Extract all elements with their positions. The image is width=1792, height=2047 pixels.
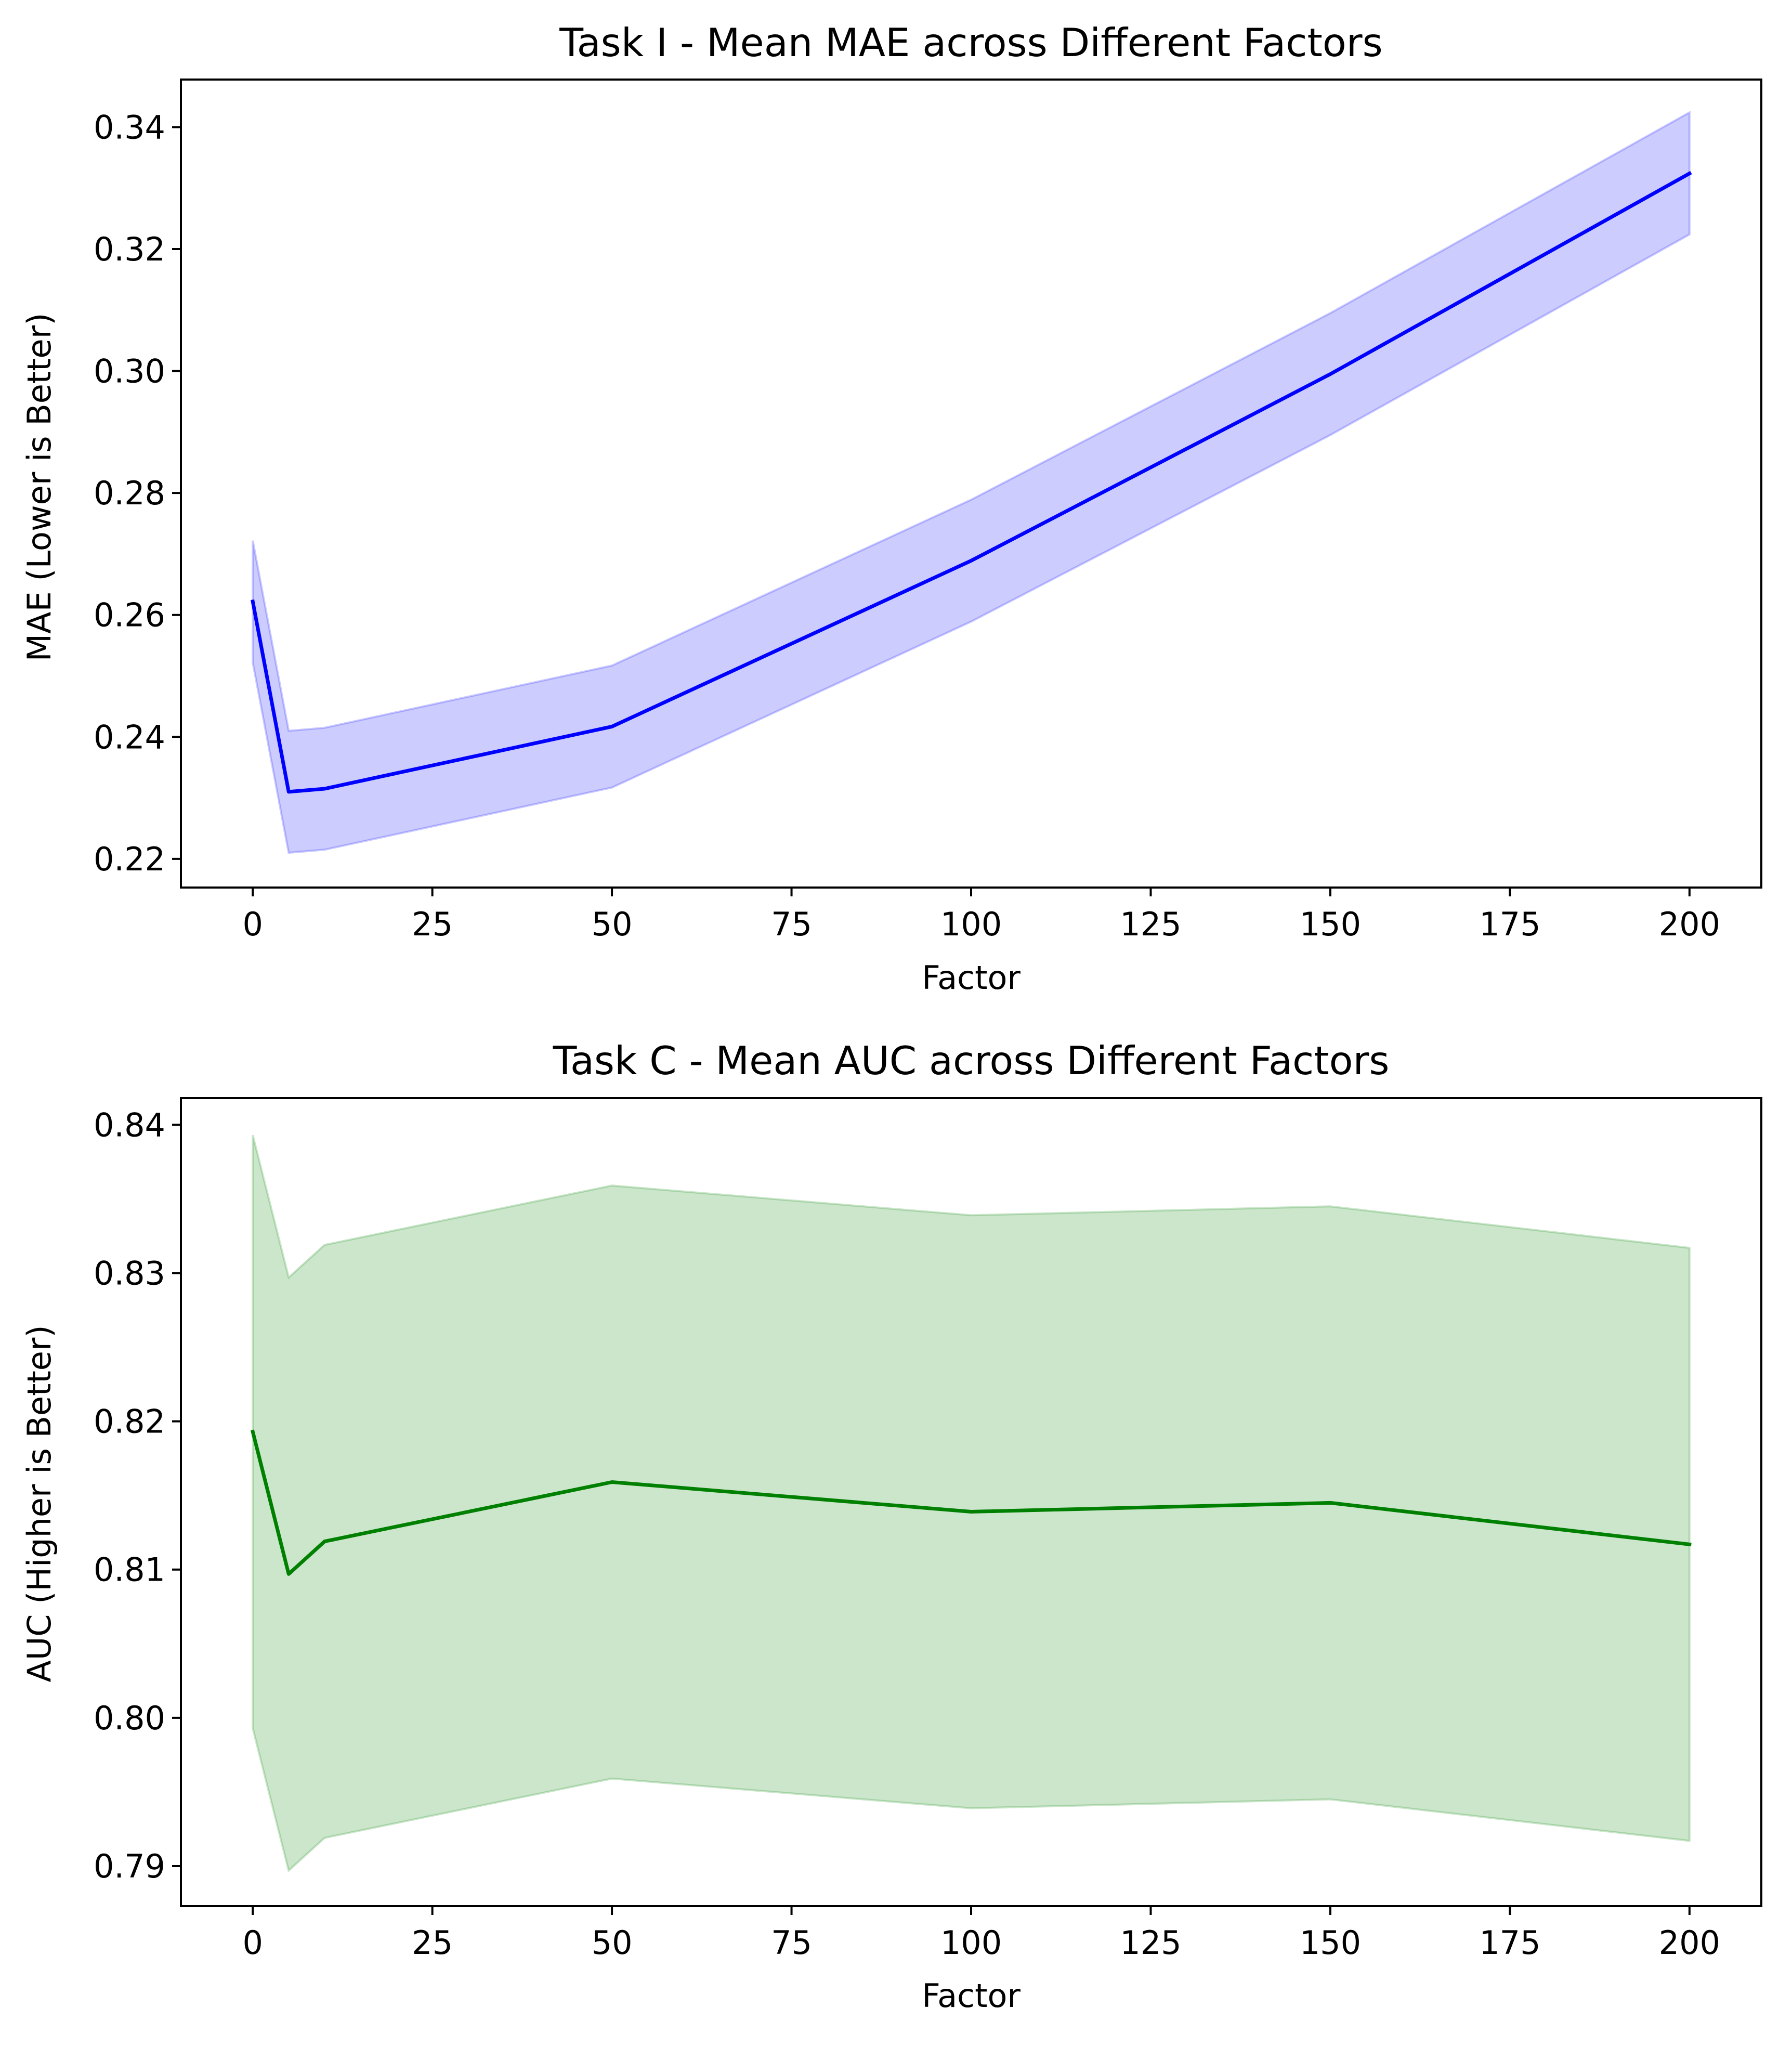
y-tick-label: 0.82 bbox=[94, 1403, 165, 1441]
y-tick-label: 0.30 bbox=[94, 353, 165, 390]
x-tick-label: 0 bbox=[242, 905, 263, 943]
x-tick-label: 25 bbox=[412, 905, 453, 943]
y-tick-label: 0.84 bbox=[94, 1106, 165, 1144]
x-tick-label: 75 bbox=[771, 905, 812, 943]
x-axis-ticks: 0 25 50 75 100 125 150 175 200 bbox=[242, 1906, 1720, 1962]
x-tick-label: 125 bbox=[1120, 1924, 1181, 1962]
y-tick-label: 0.28 bbox=[94, 474, 165, 512]
x-axis-label: Factor bbox=[922, 1977, 1021, 2015]
plot-marks bbox=[251, 110, 1692, 854]
chart-title: Task I - Mean MAE across Different Facto… bbox=[559, 20, 1382, 66]
x-tick-label: 175 bbox=[1479, 1924, 1540, 1962]
y-tick-label: 0.81 bbox=[94, 1551, 165, 1589]
x-tick-label: 75 bbox=[771, 1924, 812, 1962]
series-line bbox=[250, 1429, 1692, 1576]
chart-auc: Task C - Mean AUC across Different Facto… bbox=[20, 1038, 1762, 2015]
y-axis-label: AUC (Higher is Better) bbox=[20, 1325, 58, 1682]
x-tick-label: 50 bbox=[592, 905, 633, 943]
confidence-band bbox=[252, 110, 1691, 854]
x-tick-label: 0 bbox=[242, 1924, 263, 1962]
x-tick-label: 125 bbox=[1120, 905, 1181, 943]
x-tick-label: 200 bbox=[1659, 905, 1720, 943]
y-tick-label: 0.34 bbox=[94, 108, 165, 146]
y-axis-ticks: 0.22 0.24 0.26 0.28 0.30 0.32 0.34 bbox=[94, 108, 181, 878]
x-tick-label: 200 bbox=[1659, 1924, 1720, 1962]
plot-frame bbox=[180, 79, 1762, 889]
chart-mae: Task I - Mean MAE across Different Facto… bbox=[20, 20, 1762, 997]
confidence-band bbox=[252, 1135, 1691, 1873]
y-axis-ticks: 0.79 0.80 0.81 0.82 0.83 0.84 bbox=[94, 1106, 181, 1885]
y-tick-label: 0.22 bbox=[94, 840, 165, 878]
series-line bbox=[251, 171, 1692, 794]
x-axis-label: Factor bbox=[922, 959, 1021, 997]
x-tick-label: 150 bbox=[1300, 905, 1361, 943]
x-tick-label: 175 bbox=[1479, 905, 1540, 943]
y-tick-label: 0.24 bbox=[94, 718, 165, 756]
chart-title: Task C - Mean AUC across Different Facto… bbox=[553, 1038, 1390, 1084]
y-tick-label: 0.26 bbox=[94, 596, 165, 634]
y-tick-label: 0.83 bbox=[94, 1254, 165, 1292]
y-axis-label: MAE (Lower is Better) bbox=[20, 313, 58, 662]
y-tick-label: 0.80 bbox=[94, 1699, 165, 1737]
y-tick-label: 0.79 bbox=[94, 1847, 165, 1885]
x-tick-label: 100 bbox=[940, 1924, 1002, 1962]
y-tick-label: 0.32 bbox=[94, 230, 165, 268]
x-axis-ticks: 0 25 50 75 100 125 150 175 200 bbox=[242, 888, 1720, 943]
x-tick-label: 100 bbox=[940, 905, 1002, 943]
plot-marks bbox=[250, 1135, 1692, 1873]
x-tick-label: 50 bbox=[592, 1924, 633, 1962]
x-tick-label: 25 bbox=[412, 1924, 453, 1962]
x-tick-label: 150 bbox=[1300, 1924, 1361, 1962]
plot-frame bbox=[180, 1097, 1762, 1907]
